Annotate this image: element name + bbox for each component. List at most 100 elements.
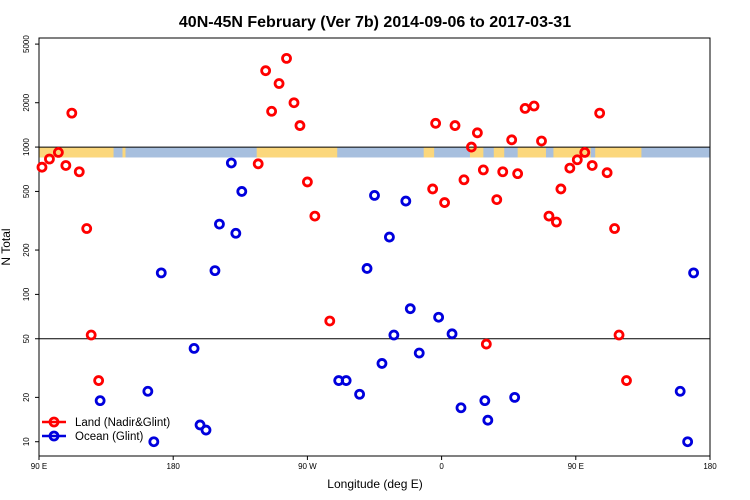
land-point bbox=[266, 105, 278, 117]
y-tick-label: 20 bbox=[22, 392, 31, 401]
land-point bbox=[294, 120, 306, 131]
land-point bbox=[613, 329, 625, 341]
land-point bbox=[551, 216, 562, 228]
ocean-point bbox=[361, 263, 373, 274]
land-point bbox=[324, 315, 336, 327]
ocean-point bbox=[455, 402, 467, 414]
ocean-point bbox=[413, 347, 425, 359]
land-point bbox=[81, 223, 93, 234]
land-point bbox=[480, 338, 492, 350]
land-band bbox=[256, 147, 338, 158]
land-point bbox=[594, 107, 606, 119]
land-point bbox=[543, 210, 555, 222]
land-point bbox=[519, 103, 531, 114]
land-point bbox=[564, 162, 576, 174]
ocean-point bbox=[433, 311, 445, 323]
land-point bbox=[555, 183, 567, 195]
ocean-point bbox=[225, 157, 237, 169]
y-tick-label: 10 bbox=[22, 437, 31, 446]
ocean-point bbox=[384, 231, 395, 243]
land-point bbox=[93, 375, 105, 386]
ocean-point bbox=[682, 436, 694, 448]
x-tick-label: 90 W bbox=[298, 462, 317, 471]
ocean-point bbox=[388, 329, 400, 341]
land-point bbox=[36, 161, 48, 173]
ocean-band bbox=[39, 147, 710, 158]
land-point bbox=[252, 158, 264, 170]
ocean-point bbox=[200, 424, 212, 436]
y-tick-label: 100 bbox=[22, 287, 31, 301]
land-point bbox=[621, 375, 632, 386]
land-point bbox=[458, 174, 470, 186]
y-tick-label: 1000 bbox=[22, 138, 31, 156]
land-band bbox=[595, 147, 642, 158]
land-point bbox=[601, 167, 613, 179]
land-band bbox=[517, 147, 546, 158]
ocean-point bbox=[142, 385, 154, 397]
y-tick-label: 5000 bbox=[22, 35, 31, 53]
land-point bbox=[609, 223, 620, 234]
ocean-point bbox=[230, 227, 242, 239]
y-tick-label: 200 bbox=[22, 243, 31, 257]
land-point bbox=[579, 147, 591, 158]
legend-ocean-label: Ocean (Glint) bbox=[75, 431, 144, 443]
land-point bbox=[66, 107, 78, 119]
land-band bbox=[553, 147, 591, 158]
legend-item-land: Land (Nadir&Glint) bbox=[42, 416, 170, 429]
chart-title: 40N-45N February (Ver 7b) 2014-09-06 to … bbox=[179, 14, 571, 31]
legend-land-label: Land (Nadir&Glint) bbox=[75, 417, 170, 429]
y-tick-label: 2000 bbox=[22, 93, 31, 111]
land-band bbox=[493, 147, 505, 158]
land-point bbox=[536, 135, 547, 147]
ocean-point bbox=[209, 265, 221, 277]
land-point bbox=[512, 168, 524, 180]
land-point bbox=[281, 52, 292, 64]
land-point bbox=[466, 141, 477, 153]
land-point bbox=[60, 160, 72, 171]
land-point bbox=[439, 197, 450, 208]
plot-frame bbox=[38, 37, 711, 457]
ocean-point bbox=[369, 189, 380, 201]
ocean-point bbox=[376, 358, 388, 369]
y-tick-label: 50 bbox=[22, 334, 31, 343]
land-point bbox=[427, 183, 439, 195]
ocean-point bbox=[482, 414, 494, 426]
land-point bbox=[430, 117, 442, 129]
ocean-point bbox=[509, 391, 521, 403]
land-point bbox=[491, 194, 503, 206]
land-point bbox=[497, 166, 509, 178]
land-point bbox=[571, 154, 583, 166]
ocean-point bbox=[340, 375, 352, 386]
ocean-point bbox=[94, 395, 106, 407]
ocean-point bbox=[400, 195, 412, 207]
land-point bbox=[506, 134, 518, 146]
land-point bbox=[309, 210, 321, 222]
ocean-point bbox=[214, 218, 225, 230]
land-point bbox=[273, 78, 285, 89]
ocean-point bbox=[236, 186, 248, 197]
land-point bbox=[586, 160, 598, 171]
land-point bbox=[260, 65, 272, 77]
data-points bbox=[36, 52, 699, 448]
legend-land-marker bbox=[48, 416, 60, 428]
x-tick-label: 90 E bbox=[31, 462, 47, 471]
y-axis-label: N Total bbox=[0, 228, 13, 265]
land-ocean-strip bbox=[39, 147, 710, 158]
reference-lines bbox=[39, 146, 710, 340]
land-band bbox=[469, 147, 484, 158]
land-point bbox=[288, 97, 300, 109]
y-tick-label: 500 bbox=[22, 184, 31, 198]
x-tick-label: 90 E bbox=[568, 462, 584, 471]
ocean-point bbox=[148, 436, 160, 448]
x-tick-label: 180 bbox=[167, 462, 181, 471]
ocean-point bbox=[404, 303, 416, 315]
legend: Land (Nadir&Glint) Ocean (Glint) bbox=[42, 416, 170, 443]
legend-ocean-marker bbox=[48, 430, 60, 442]
ocean-point bbox=[188, 342, 200, 354]
y-axis: 10 20 50 100 200 500 1000 2000 5000 bbox=[22, 35, 39, 446]
land-point bbox=[477, 164, 489, 176]
land-point bbox=[528, 100, 540, 112]
ocean-point bbox=[194, 419, 206, 431]
ocean-point bbox=[155, 267, 167, 279]
land-point bbox=[449, 120, 461, 131]
